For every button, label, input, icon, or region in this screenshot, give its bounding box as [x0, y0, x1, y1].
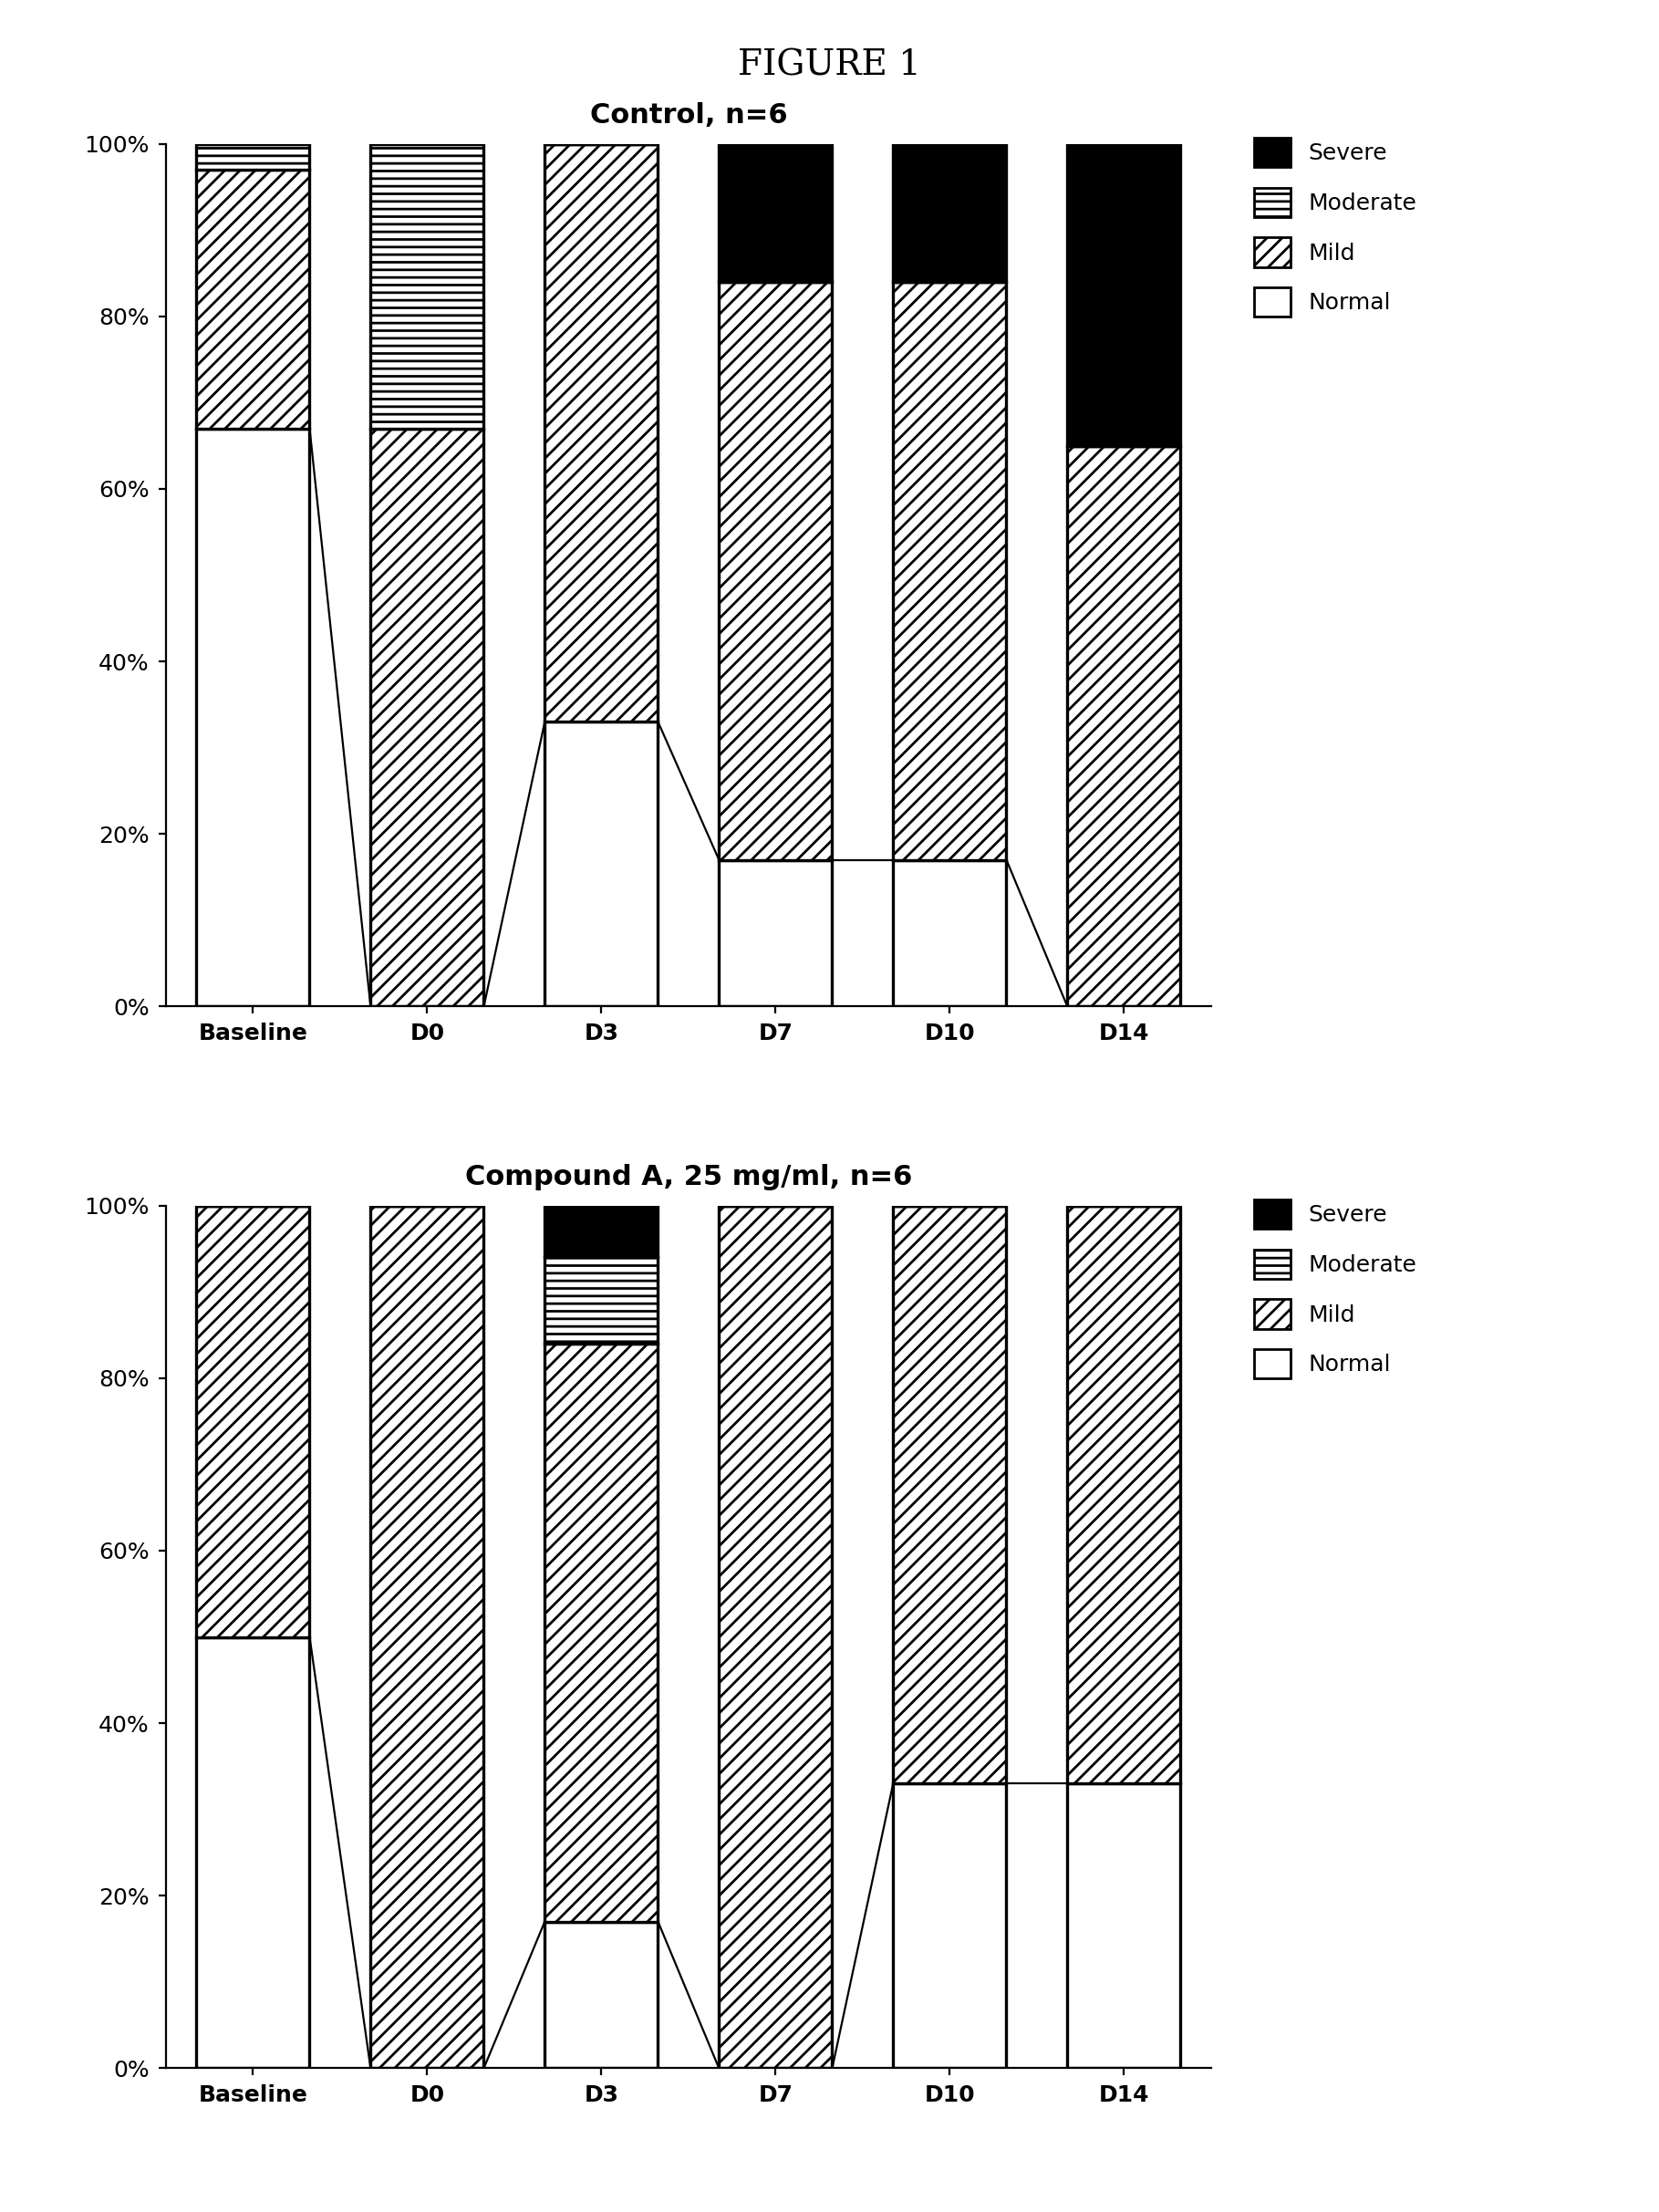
Legend: Severe, Moderate, Mild, Normal: Severe, Moderate, Mild, Normal: [1254, 137, 1417, 316]
Bar: [544, 1256, 659, 1343]
Bar: [1067, 144, 1181, 445]
Title: Compound A, 25 mg/ml, n=6: Compound A, 25 mg/ml, n=6: [465, 1164, 912, 1190]
Bar: [196, 1206, 310, 1637]
Bar: [718, 135, 833, 281]
Bar: [544, 721, 659, 1006]
Bar: [196, 144, 310, 170]
Bar: [196, 429, 310, 1006]
Bar: [370, 1206, 484, 2068]
Bar: [893, 281, 1007, 860]
Bar: [893, 1783, 1007, 2068]
Title: Control, n=6: Control, n=6: [589, 102, 788, 128]
Bar: [196, 1637, 310, 2068]
Bar: [893, 135, 1007, 281]
Bar: [893, 860, 1007, 1006]
Bar: [544, 1922, 659, 2068]
Bar: [1067, 1206, 1181, 1783]
Bar: [893, 1206, 1007, 1783]
Bar: [1067, 1783, 1181, 2068]
Bar: [718, 1206, 833, 2068]
Bar: [544, 1343, 659, 1922]
Bar: [370, 144, 484, 429]
Bar: [370, 429, 484, 1006]
Bar: [544, 144, 659, 721]
Bar: [718, 281, 833, 860]
Bar: [718, 860, 833, 1006]
Text: FIGURE 1: FIGURE 1: [738, 49, 921, 82]
Bar: [1067, 445, 1181, 1006]
Bar: [196, 170, 310, 429]
Legend: Severe, Moderate, Mild, Normal: Severe, Moderate, Mild, Normal: [1254, 1199, 1417, 1378]
Bar: [544, 1197, 659, 1256]
